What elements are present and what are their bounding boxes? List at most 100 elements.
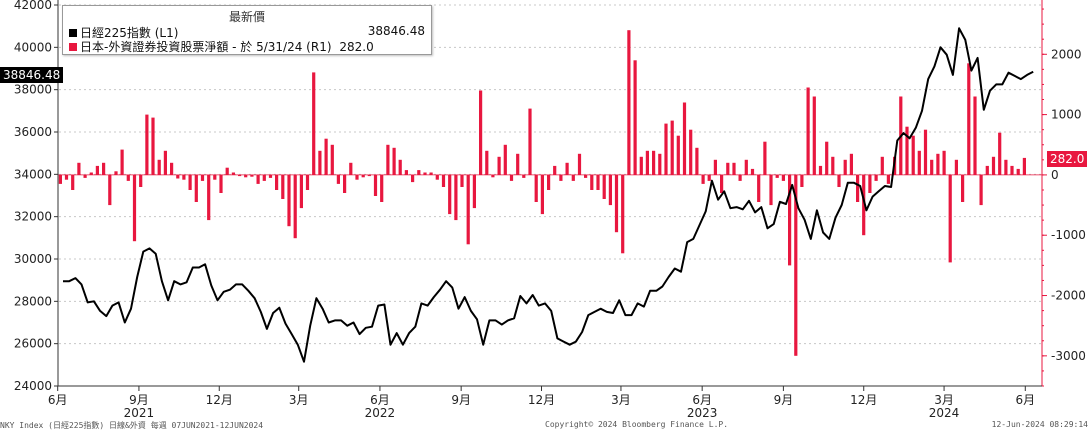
legend-item-foreign: 日本-外資證券投資股票淨額 - 於 5/31/24 (R1) 282.0 [69,38,425,55]
legend-label-foreign: 日本-外資證券投資股票淨額 - 於 5/31/24 (R1) [80,40,332,54]
left-tick-label: 24000 [14,379,52,393]
bar [862,174,866,236]
bar [738,174,742,181]
bar [373,174,378,196]
bar [213,174,217,180]
bar [343,174,347,193]
bar [614,174,619,233]
bar [837,174,841,187]
bar [534,174,538,202]
bar [522,174,526,178]
bar [312,72,316,175]
bar [145,114,149,175]
bar [775,174,779,178]
bar [77,162,81,175]
last-value-right-tag: 282.0 [1047,151,1088,167]
bar [701,174,705,184]
bar [979,174,983,206]
bar [163,150,167,175]
year-label: 2024 [929,406,960,420]
bar [361,174,365,178]
bar [689,129,693,175]
bar [954,159,958,175]
bar [194,174,198,202]
bar [454,174,458,221]
bar [120,149,124,175]
bar-series [58,30,1026,356]
bar [1022,157,1026,175]
line-series [63,27,1034,363]
bar [744,159,748,175]
legend: 最新價 日經225指數 (L1) 38846.48 日本-外資證券投資股票淨額 … [62,5,432,55]
left-tick-label: 42000 [14,0,52,12]
bar [417,170,421,175]
bar [1004,159,1008,175]
bar [287,174,291,227]
x-tick-label: 6月 [692,393,712,407]
bar [281,174,285,199]
bar [472,174,476,209]
bar [880,156,884,175]
bar [695,147,699,175]
bar [71,174,75,190]
bar [219,174,223,193]
right-axis: -3000 -2000 -1000 0 1000 2000 [1041,0,1086,387]
bar [590,174,594,190]
bar [596,174,600,190]
bar [207,174,211,221]
legend-item-nikkei: 日經225指數 (L1) 38846.48 [69,24,425,41]
bar [998,132,1002,175]
bar [404,170,408,175]
bar [621,174,625,254]
bar [608,174,612,206]
bar [108,174,112,206]
bar [336,174,340,184]
left-tick-label: 28000 [14,294,52,308]
bar [639,156,643,175]
x-tick-label: 9月 [129,393,149,407]
bar [516,153,520,175]
bar [806,87,810,175]
bar [571,174,575,181]
bar [577,153,582,175]
footer-center: Copyright© 2024 Bloomberg Finance L.P. [545,420,729,429]
bar [917,150,921,175]
bar [1010,165,1014,175]
bar [170,162,174,175]
bar [256,174,260,184]
right-tick-label: 1000 [1051,108,1082,122]
bar [324,138,328,175]
bar [435,174,439,180]
right-tick-label: -2000 [1051,289,1086,303]
bar [818,165,823,175]
bar [491,174,495,178]
bar [868,174,872,193]
bar [985,165,989,175]
bar [151,117,155,175]
x-tick-label: 9月 [451,393,471,407]
bar [411,174,415,183]
bar [633,60,637,175]
left-axis: 24000 26000 28000 30000 32000 34000 36000 38000… [14,0,59,393]
bar [781,174,785,181]
bar [126,174,130,181]
right-tick-label: -1000 [1051,228,1086,242]
bar [905,126,909,175]
bar [367,174,371,177]
bar [83,174,87,178]
bar [188,174,192,190]
bar [275,174,279,190]
bar [102,162,106,175]
legend-swatch-black [69,29,77,37]
left-tick-label: 34000 [14,167,52,181]
bar [139,174,143,187]
bar [831,156,835,175]
left-tick-label: 40000 [14,40,52,54]
x-tick-label: 6月 [370,393,390,407]
bar [250,174,254,177]
bar [874,174,878,181]
bar [991,156,996,175]
bar [763,141,767,175]
legend-swatch-red [69,43,77,51]
bar [423,172,427,175]
